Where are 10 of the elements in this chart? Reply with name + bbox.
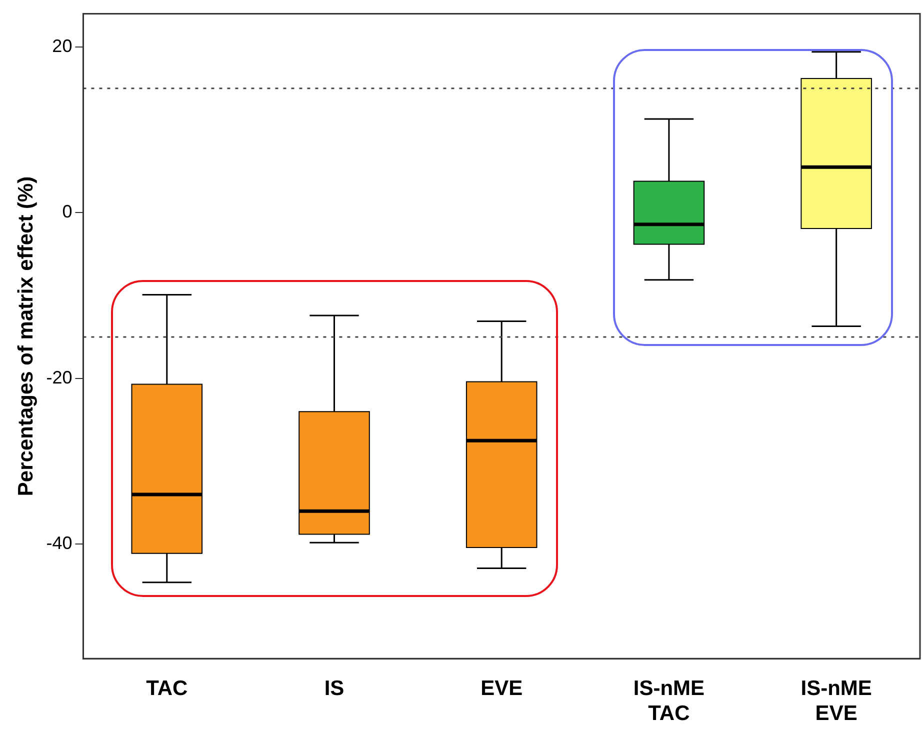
x-tick-label: IS-nME EVE [800, 676, 872, 726]
y-axis-title: Percentages of matrix effect (%) [14, 176, 38, 496]
x-tick-label: IS [324, 676, 344, 700]
y-tick-label: -40 [46, 533, 72, 554]
y-tick-label: -20 [46, 367, 72, 388]
x-tick-label: IS-nME TAC [633, 676, 705, 726]
y-tick-label: 0 [62, 202, 72, 222]
x-tick-label: EVE [480, 676, 523, 700]
y-tick-label: 20 [52, 36, 72, 56]
x-tick-label: TAC [146, 676, 188, 700]
